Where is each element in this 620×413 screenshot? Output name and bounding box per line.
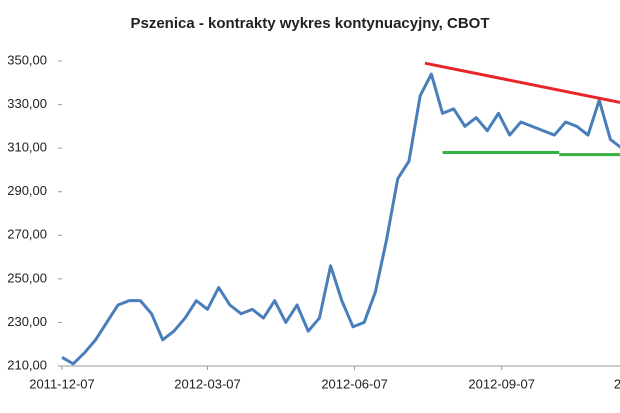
- x-tick-label: 2012-12-07: [614, 376, 620, 391]
- chart-title: Pszenica - kontrakty wykres kontynuacyjn…: [130, 15, 489, 32]
- y-tick-label: 230,00: [7, 314, 47, 329]
- y-tick-label: 270,00: [7, 227, 47, 242]
- x-tick-label: 2012-09-07: [468, 376, 535, 391]
- y-tick-label: 210,00: [7, 357, 47, 372]
- y-tick-label: 310,00: [7, 140, 47, 155]
- y-tick-label: 290,00: [7, 183, 47, 198]
- x-tick-label: 2012-03-07: [174, 376, 241, 391]
- price-line: [61, 72, 620, 366]
- y-tick-label: 250,00: [7, 270, 47, 285]
- trend-line: [424, 61, 620, 104]
- y-tick-label: 330,00: [7, 96, 47, 111]
- x-tick-label: 2011-12-07: [29, 376, 95, 391]
- x-tick-label: 2012-06-07: [321, 376, 388, 391]
- y-tick-label: 350,00: [7, 52, 47, 67]
